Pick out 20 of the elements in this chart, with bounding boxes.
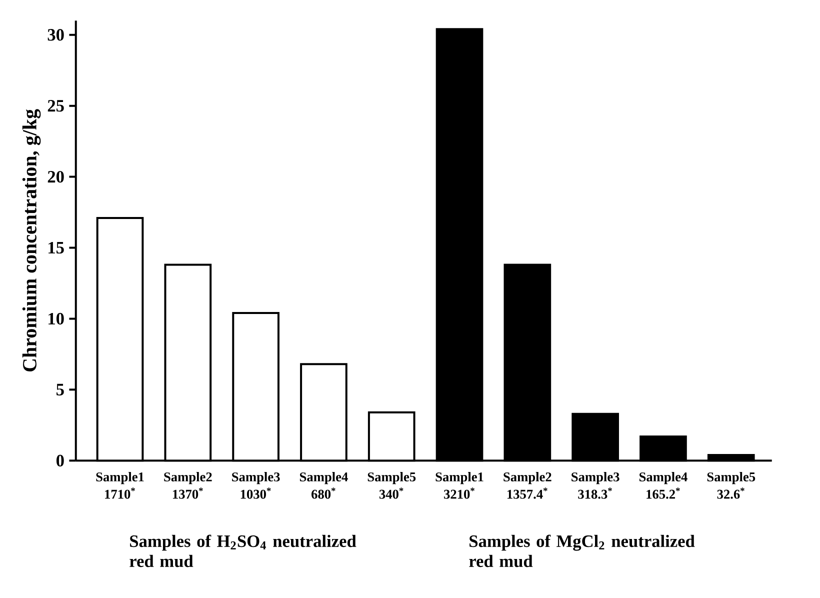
text: Samples of H$_{2}$SO$_{4}$ neutralized red mud	[130, 534, 356, 568]
y-tick-label: 15	[48, 242, 64, 254]
text: Samples of MgCl$_{2}$ neutralized red mud	[469, 534, 695, 568]
y-tick-label: 5	[56, 384, 64, 396]
x-tick-label: Sample3 1030$^{*}$	[232, 472, 280, 499]
y-axis-title: Chromium concentration, g/kg	[22, 109, 41, 372]
x-tick-label: Sample2 1370$^{*}$	[164, 472, 212, 499]
y-tick-label: 0	[56, 454, 64, 466]
x-tick-label: Sample1 1710$^{*}$	[96, 472, 144, 499]
x-tick-label: Sample5 340$^{*}$	[368, 472, 416, 499]
x-tick-label: Sample5 32.6$^{*}$	[707, 472, 756, 499]
x-tick-label: Sample4 680$^{*}$	[300, 472, 348, 499]
x-tick-label: Sample4 165.2$^{*}$	[639, 472, 688, 499]
x-tick-label: Sample1 3210$^{*}$	[436, 472, 484, 499]
x-tick-label: Sample2 1357.4$^{*}$	[504, 472, 552, 499]
y-tick-label: 20	[48, 170, 64, 183]
y-tick-label: 10	[48, 312, 64, 325]
x-tick-label: Sample3 318.3$^{*}$	[572, 472, 620, 499]
y-tick-label: 30	[48, 29, 64, 41]
y-tick-label: 25	[48, 100, 64, 112]
